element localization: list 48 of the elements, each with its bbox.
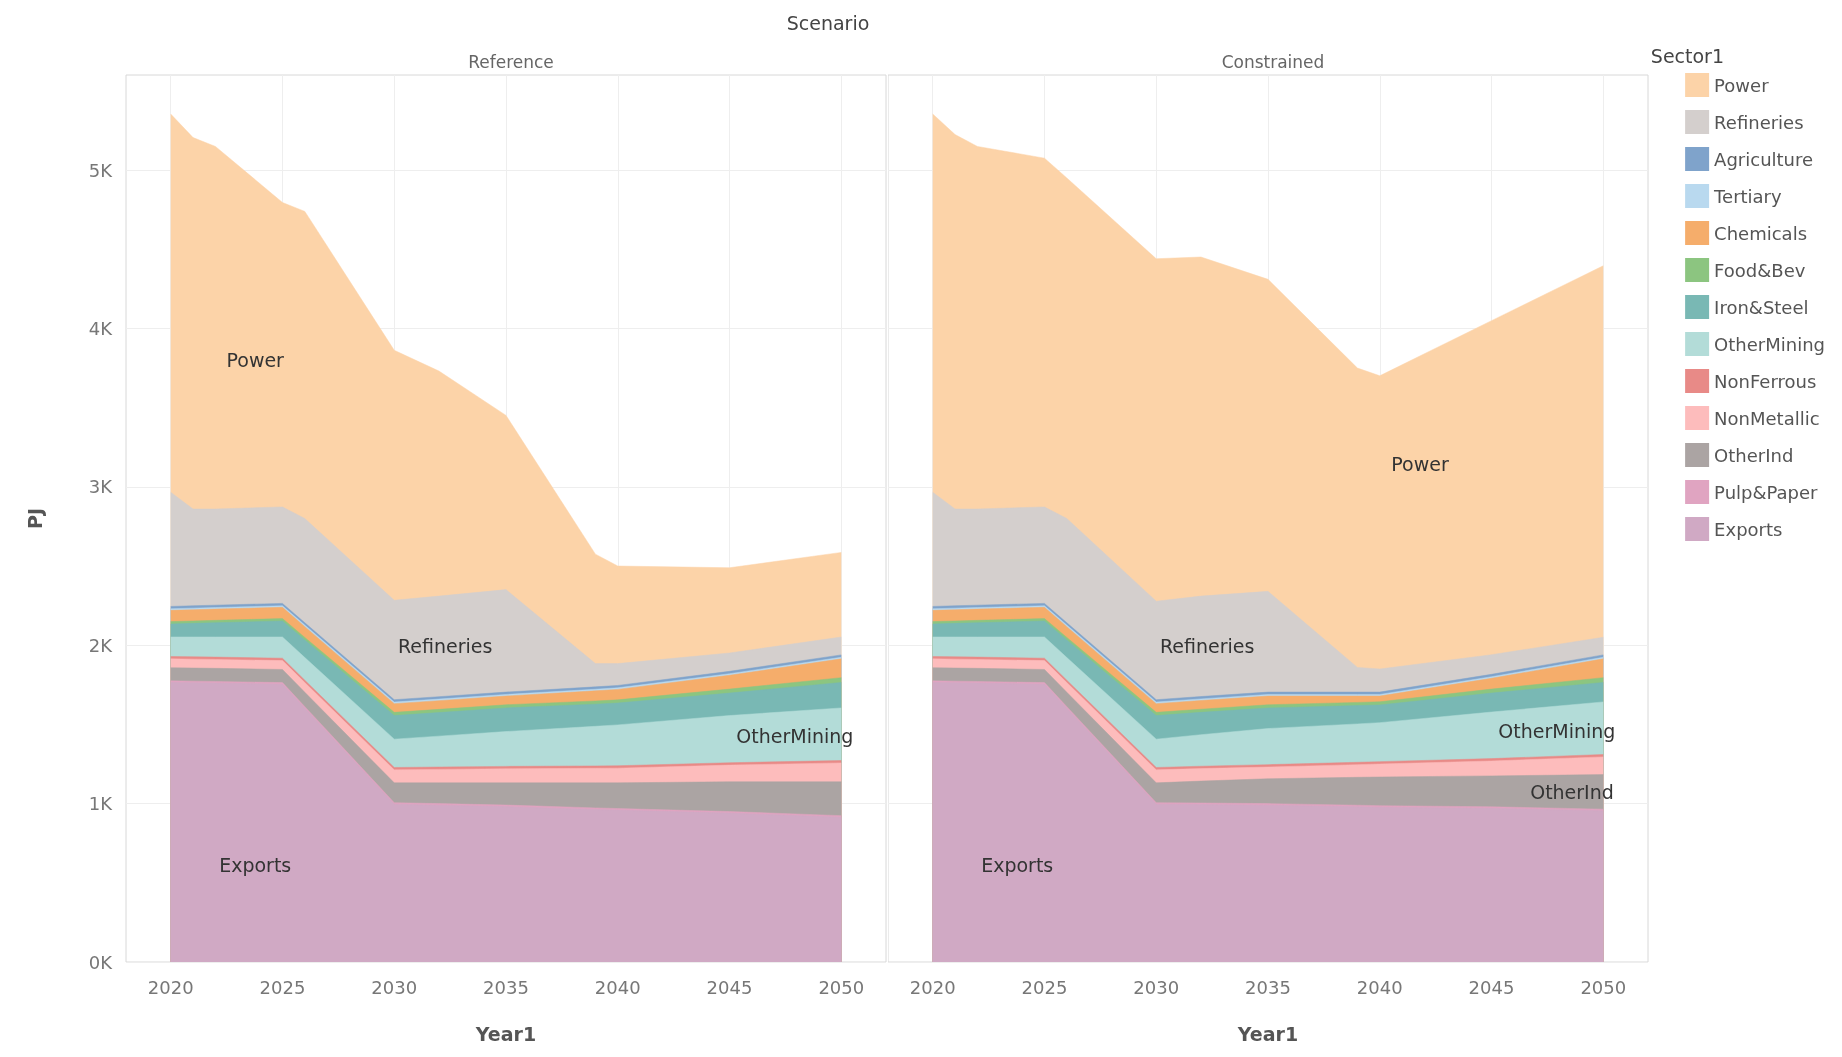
series-label: Exports	[219, 853, 292, 876]
y-tick-label: 0K	[88, 951, 114, 973]
y-tick-label: 4K	[88, 317, 114, 339]
x-tick-label: 2025	[1021, 976, 1068, 998]
text: Exports	[981, 853, 1054, 876]
x-tick-label: 2050	[1580, 976, 1627, 998]
x-tick-label: 2030	[1133, 976, 1180, 998]
legend-label: Agriculture	[1714, 148, 1814, 170]
legend-title: Sector1	[1650, 44, 1724, 67]
x-tick-label: 2045	[706, 976, 753, 998]
series-label: OtherMining	[736, 725, 854, 748]
legend-label: OtherMining	[1714, 333, 1826, 355]
y-tick-label: 2K	[88, 634, 114, 656]
chart-title: Scenario	[785, 11, 871, 36]
text: Refineries	[1159, 634, 1255, 657]
text: Power	[1391, 452, 1449, 475]
legend-label: Chemicals	[1714, 222, 1808, 244]
x-tick-label: 2025	[259, 976, 306, 998]
legend-label: Iron&Steel	[1714, 296, 1809, 318]
chart-subtitle: Constrained	[1221, 51, 1325, 72]
series-label: Refineries	[397, 634, 493, 657]
y-tick-label: 5K	[88, 159, 114, 181]
x-tick-label: 2035	[483, 976, 529, 998]
legend-label: NonFerrous	[1714, 370, 1817, 392]
legend-label: Refineries	[1714, 111, 1804, 133]
chart-subtitle: Reference	[468, 51, 554, 72]
legend-label: Pulp&Paper	[1714, 481, 1819, 503]
x-tick-label: 2045	[1468, 976, 1515, 998]
y-axis-title: PJ	[23, 508, 46, 529]
x-axis-title: Year1	[474, 1022, 537, 1045]
y-tick-label: 1K	[88, 793, 114, 815]
x-tick-label: 2040	[594, 976, 641, 998]
x-tick-label: 2030	[371, 976, 418, 998]
x-tick-label: 2040	[1356, 976, 1403, 998]
series-label: Power	[226, 349, 285, 372]
x-axis-title: Year1	[1236, 1022, 1299, 1045]
x-tick-label: 2020	[147, 976, 194, 998]
legend-label: Exports	[1714, 518, 1783, 540]
x-tick-label: 2035	[1245, 976, 1291, 998]
y-tick-label: 3K	[88, 476, 114, 498]
legend-label: NonMetallic	[1714, 407, 1820, 429]
text: OtherMining	[1498, 720, 1616, 743]
x-tick-label: 2020	[909, 976, 956, 998]
legend-label: Power	[1714, 74, 1770, 96]
legend-label: Food&Bev	[1714, 259, 1806, 281]
legend-label: Tertiary	[1713, 185, 1783, 207]
legend-label: OtherInd	[1714, 444, 1794, 466]
x-tick-label: 2050	[818, 976, 865, 998]
